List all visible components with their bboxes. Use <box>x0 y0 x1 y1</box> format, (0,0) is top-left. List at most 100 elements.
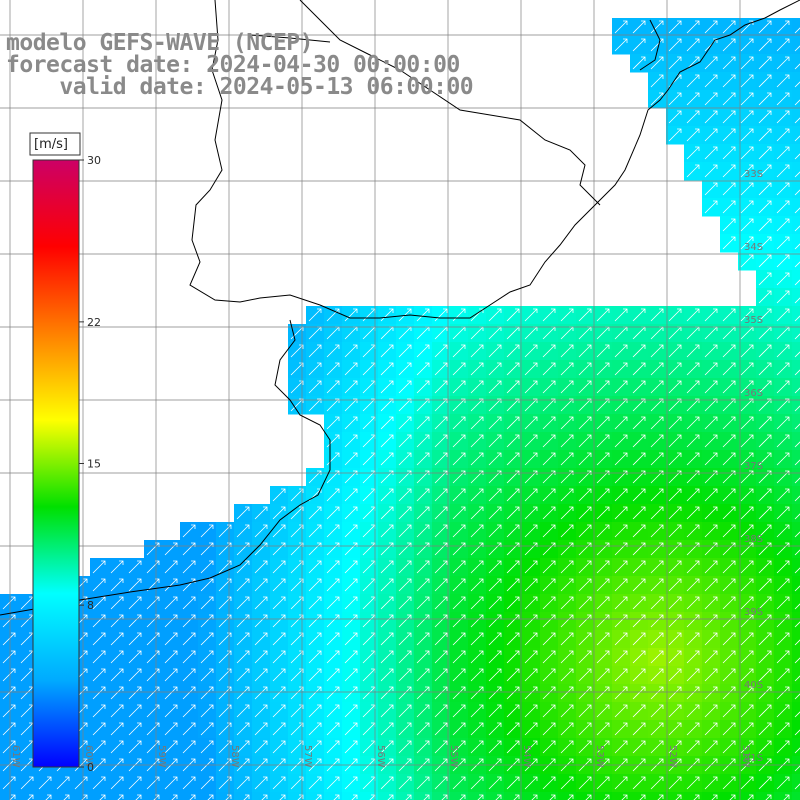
wind-arrow <box>794 99 800 106</box>
wind-arrow <box>668 650 682 664</box>
wind-arrow <box>308 398 322 412</box>
wind-arrow <box>794 369 800 376</box>
wind-arrow <box>20 776 34 790</box>
wind-arrow <box>344 650 358 664</box>
wind-arrow <box>578 740 592 754</box>
wind-arrow <box>740 398 754 412</box>
wind-arrow <box>776 200 790 214</box>
wind-arrow <box>272 524 286 538</box>
wind-arrow <box>470 578 484 592</box>
wind-arrow <box>308 596 322 610</box>
wind-arrow <box>171 794 178 800</box>
wind-arrow <box>344 596 358 610</box>
wind-arrow <box>236 704 250 718</box>
wind-arrow <box>614 380 628 394</box>
wind-arrow <box>182 614 196 628</box>
wind-arrow <box>686 344 700 358</box>
wind-arrow <box>794 243 800 250</box>
wind-arrow <box>686 560 700 574</box>
wind-arrow <box>675 794 682 800</box>
wind-arrow <box>398 722 412 736</box>
wind-arrow <box>200 614 214 628</box>
wind-arrow <box>632 20 646 34</box>
wind-arrow <box>308 344 322 358</box>
wind-arrow <box>344 686 358 700</box>
wind-arrow <box>632 38 646 52</box>
wind-arrow <box>650 308 664 322</box>
wind-arrow <box>560 524 574 538</box>
wind-arrow <box>740 380 754 394</box>
wind-arrow <box>164 686 178 700</box>
wind-arrow <box>578 560 592 574</box>
wind-arrow <box>110 776 124 790</box>
wind-arrow <box>315 794 322 800</box>
wind-arrow <box>578 722 592 736</box>
wind-arrow <box>380 650 394 664</box>
wind-arrow <box>740 524 754 538</box>
wind-arrow <box>272 632 286 646</box>
wind-arrow <box>416 308 430 322</box>
wind-arrow <box>614 506 628 520</box>
wind-arrow <box>110 686 124 700</box>
wind-arrow <box>614 686 628 700</box>
wind-arrow <box>650 74 664 88</box>
wind-arrow <box>452 488 466 502</box>
wind-arrow <box>776 110 790 124</box>
wind-arrow <box>758 632 772 646</box>
wind-arrow <box>387 794 394 800</box>
wind-arrow <box>416 344 430 358</box>
wind-arrow <box>560 740 574 754</box>
wind-arrow <box>614 596 628 610</box>
wind-arrow <box>776 614 790 628</box>
wind-arrow <box>416 578 430 592</box>
wind-arrow <box>398 380 412 394</box>
wind-arrow <box>488 686 502 700</box>
wind-arrow <box>452 506 466 520</box>
wind-arrow <box>614 20 628 34</box>
wind-arrow <box>272 560 286 574</box>
wind-arrow <box>758 650 772 664</box>
wind-arrow <box>776 578 790 592</box>
wind-arrow <box>650 56 664 70</box>
wind-arrow <box>758 722 772 736</box>
wind-arrow <box>416 560 430 574</box>
wind-arrow <box>776 740 790 754</box>
wind-arrow <box>326 740 340 754</box>
wind-arrow <box>776 452 790 466</box>
wind-arrow <box>668 578 682 592</box>
wind-arrow <box>596 452 610 466</box>
wind-arrow <box>63 794 70 800</box>
wind-cell <box>342 792 361 800</box>
wind-arrow <box>686 578 700 592</box>
wind-arrow <box>290 560 304 574</box>
wind-arrow <box>686 524 700 538</box>
wind-arrow <box>740 110 754 124</box>
wind-arrow <box>254 524 268 538</box>
wind-cell <box>198 792 217 800</box>
colorbar-tick-label: 22 <box>87 316 101 329</box>
wind-arrow <box>596 362 610 376</box>
wind-arrow <box>488 434 502 448</box>
wind-arrow <box>722 686 736 700</box>
wind-arrow <box>668 128 682 142</box>
wind-arrow <box>758 110 772 124</box>
wind-arrow <box>686 38 700 52</box>
wind-cell <box>468 792 487 800</box>
wind-arrow <box>740 650 754 664</box>
wind-arrow <box>614 488 628 502</box>
wind-arrow <box>740 254 754 268</box>
wind-arrow <box>704 596 718 610</box>
wind-arrow <box>704 146 718 160</box>
wind-arrow <box>380 524 394 538</box>
wind-arrow <box>2 686 16 700</box>
wind-arrow <box>434 560 448 574</box>
wind-arrow <box>722 560 736 574</box>
wind-arrow <box>254 632 268 646</box>
wind-cell <box>792 288 800 307</box>
wind-arrow <box>524 776 538 790</box>
wind-arrow <box>236 524 250 538</box>
wind-arrow <box>506 614 520 628</box>
wind-arrow <box>668 776 682 790</box>
wind-arrow <box>758 182 772 196</box>
wind-arrow <box>272 776 286 790</box>
